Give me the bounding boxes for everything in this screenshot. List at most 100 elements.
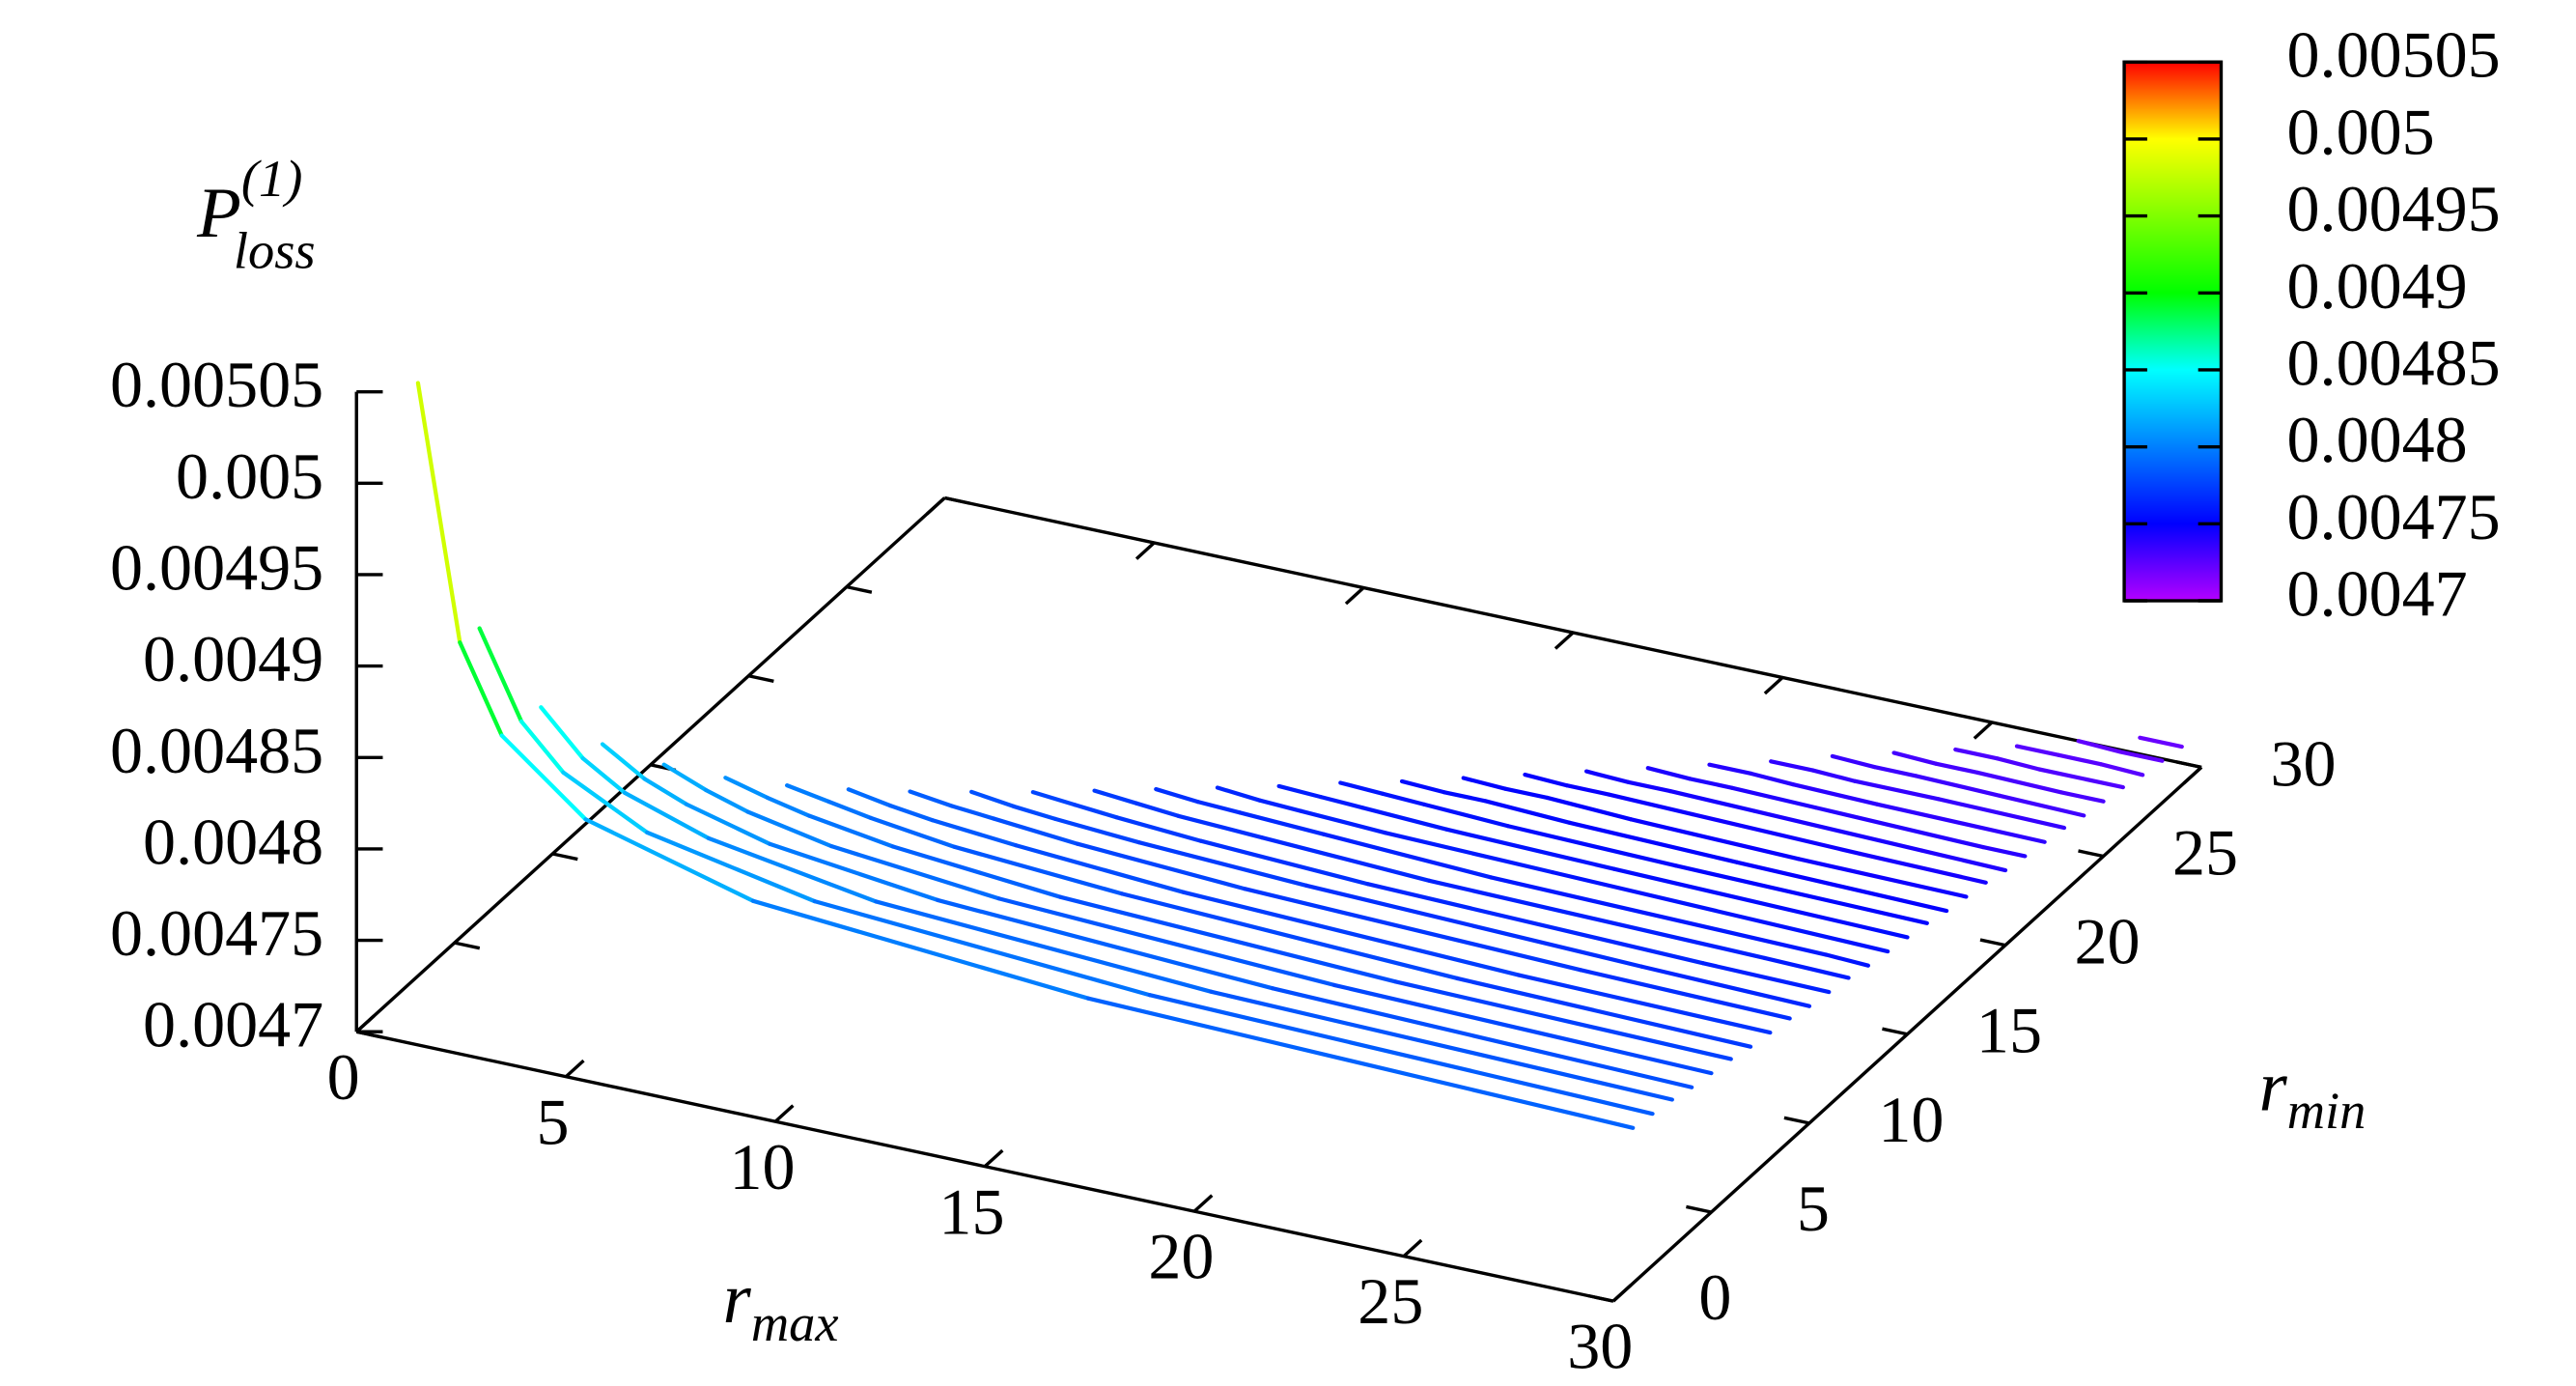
y-label-base: r <box>2259 1048 2288 1127</box>
curve-segment <box>1243 887 1582 973</box>
curve-segment <box>1639 964 1812 1008</box>
y-tick-label: 20 <box>2074 906 2140 978</box>
curve-segment <box>684 802 772 847</box>
curve-segment <box>1014 843 1187 894</box>
y-label-sub: min <box>2287 1083 2366 1141</box>
curve-segment <box>1318 795 1365 810</box>
x-tick <box>1611 1284 1633 1303</box>
curve-segment <box>415 381 462 645</box>
y-tick <box>1783 1116 1810 1125</box>
curve-segment <box>1442 790 1488 804</box>
y-axis-label: rmin <box>2259 1048 2366 1141</box>
curve-segment <box>2138 735 2184 750</box>
curve-segment <box>1455 976 1753 1049</box>
curve-segment <box>1980 844 2028 859</box>
curve-segment <box>868 815 957 849</box>
curve-segment <box>765 795 812 818</box>
curve-segment <box>1321 832 1494 880</box>
curve-segment <box>1791 782 1880 806</box>
curve-segment <box>1769 759 1815 773</box>
x-tick-label: 30 <box>1567 1311 1633 1383</box>
curve-segment <box>1919 848 2008 873</box>
curve-segment <box>1516 973 1773 1035</box>
y-tick-label: 10 <box>1878 1084 1944 1156</box>
curve-segment <box>1489 875 1829 957</box>
curve-segment <box>1427 878 1767 961</box>
z-tick-label: 0.00505 <box>110 349 323 421</box>
x-tick <box>925 496 946 516</box>
curve-segment <box>1578 968 1792 1021</box>
z-tick-label: 0.00475 <box>110 897 323 970</box>
curve-segment <box>812 899 1152 998</box>
curve-segment <box>1550 870 1890 954</box>
y-tick-label: 15 <box>1976 995 2042 1067</box>
x-tick-label: 15 <box>938 1175 1004 1248</box>
curve-segment <box>1483 799 1572 825</box>
curve-segment <box>1176 813 1265 840</box>
y-tick <box>2175 760 2202 770</box>
curve-segment <box>1700 961 1832 995</box>
z-tick-label: 0.00485 <box>110 715 323 787</box>
curve-segment <box>1813 806 1986 850</box>
curve-segment <box>1874 802 2047 844</box>
curve-segment <box>1735 860 1949 914</box>
curve-segment <box>539 705 585 761</box>
curve-segment <box>583 817 756 903</box>
z-axis-label: P(1) loss <box>196 151 315 280</box>
y-tick-label: 30 <box>2271 727 2337 800</box>
curve-segment <box>1393 979 1733 1061</box>
curve-segment <box>1461 776 1508 791</box>
curve-segment <box>1523 772 1569 788</box>
curve-segment <box>745 809 834 849</box>
y-tick <box>2078 849 2104 859</box>
curve-segment <box>1995 756 2042 772</box>
curve-segment <box>1872 764 1918 778</box>
curve-segment <box>969 789 1016 808</box>
curve-segment <box>2076 739 2123 754</box>
curve-segment <box>1181 890 1522 977</box>
curve-segment <box>1583 769 1631 784</box>
curve-segment <box>750 898 1091 1001</box>
curve-segment <box>1331 982 1714 1076</box>
y-tick <box>944 495 970 505</box>
curve-segment <box>1564 783 1611 797</box>
z-tick-label: 0.00495 <box>110 532 323 605</box>
curve-segment <box>1114 815 1203 843</box>
curve-segment <box>1611 866 1910 940</box>
y-tick-label: 0 <box>1698 1261 1731 1334</box>
curve-segment <box>992 816 1080 846</box>
x-tick <box>565 1059 585 1078</box>
y-tick <box>1587 1293 1614 1303</box>
curve-segment <box>518 719 566 775</box>
curve-segment <box>1030 790 1078 807</box>
curve-segment <box>1688 777 1734 790</box>
curve-segment <box>1421 802 1511 829</box>
y-tick <box>454 941 481 950</box>
curve-segment <box>600 742 647 781</box>
colorbar-tick-label: 0.0048 <box>2287 404 2468 476</box>
curve-segment <box>1383 831 1555 875</box>
curve-segment <box>1690 811 1862 857</box>
curve-segment <box>1365 882 1706 966</box>
curve-segment <box>1237 810 1326 836</box>
curve-segment <box>1195 800 1243 815</box>
curve-segment <box>1673 863 1929 925</box>
curve-segment <box>874 899 1214 994</box>
x-tick <box>983 1148 1004 1168</box>
curve-segment <box>1567 820 1740 864</box>
curve-segment <box>1154 786 1200 805</box>
curve-segment <box>829 844 1001 901</box>
colorbar <box>2122 60 2224 603</box>
y-tick-label: 25 <box>2172 817 2238 890</box>
y-tick <box>1686 1204 1712 1214</box>
curve-segment <box>2117 750 2165 763</box>
curve-segment <box>1444 827 1616 871</box>
curve-segment <box>2014 744 2061 757</box>
curve-segment <box>1075 841 1247 891</box>
curve-segment <box>1257 798 1303 813</box>
y-tick <box>1979 938 2006 948</box>
curve-segment <box>768 841 940 903</box>
curve-segment <box>1796 857 1969 899</box>
